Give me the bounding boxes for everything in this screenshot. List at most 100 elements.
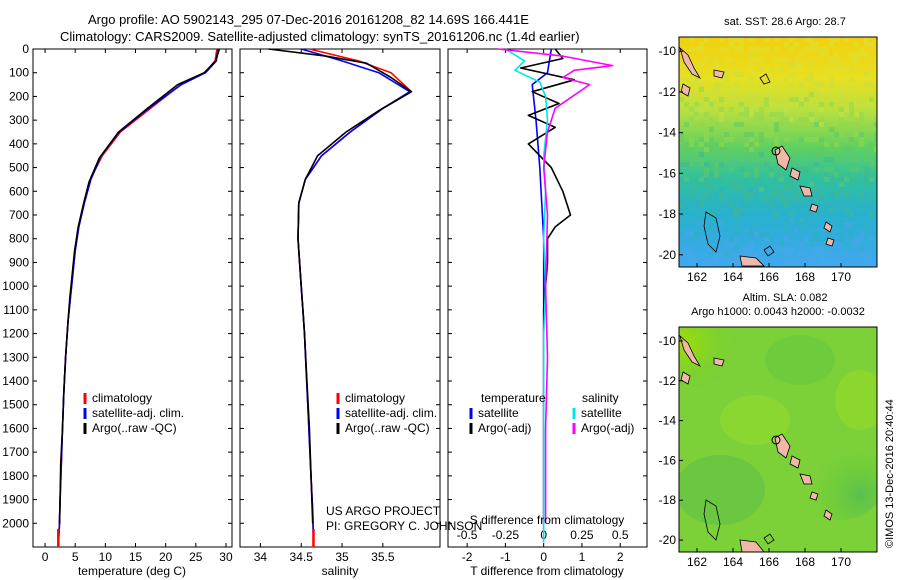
sst-pixel (779, 112, 784, 117)
sst-pixel (854, 177, 859, 182)
series-line-climatology (57, 48, 218, 543)
sst-pixel (719, 147, 724, 152)
sst-pixel (799, 252, 804, 257)
sst-pixel (794, 152, 799, 157)
y-tick-label: 700 (9, 208, 29, 222)
sst-pixel (814, 217, 819, 222)
sst-pixel (829, 37, 834, 42)
sst-pixel (859, 47, 864, 52)
map-y-tick-label: -20 (659, 248, 677, 262)
sst-pixel (849, 222, 854, 227)
island-shape (774, 433, 791, 459)
sst-pixel (869, 102, 874, 107)
sst-pixel (709, 127, 714, 132)
sst-pixel (689, 82, 694, 87)
sst-pixel (689, 252, 694, 257)
sst-pixel (749, 192, 754, 197)
sst-pixel (679, 77, 684, 82)
sst-pixel (809, 77, 814, 82)
sst-pixel (859, 52, 864, 57)
sst-pixel (764, 102, 769, 107)
sst-pixel (809, 212, 814, 217)
sst-pixel (864, 252, 869, 257)
sst-pixel (694, 77, 699, 82)
salinity-xlabel: salinity (322, 564, 359, 578)
sst-pixel (799, 217, 804, 222)
sst-pixel (734, 187, 739, 192)
legend-label-argo: Argo(..raw -QC) (345, 421, 430, 435)
sst-pixel (754, 72, 759, 77)
sst-pixel (709, 172, 714, 177)
sst-pixel (779, 67, 784, 72)
sst-pixel (774, 222, 779, 227)
sst-pixel (779, 57, 784, 62)
sst-pixel (789, 117, 794, 122)
sst-pixel (834, 132, 839, 137)
sst-pixel (684, 252, 689, 257)
island-shape (680, 83, 691, 97)
sst-pixel (699, 82, 704, 87)
sst-pixel (829, 202, 834, 207)
sst-pixel (724, 242, 729, 247)
sst-pixel (769, 77, 774, 82)
sst-pixel (744, 77, 749, 82)
sst-pixel (844, 192, 849, 197)
sst-pixel (764, 132, 769, 137)
sst-pixel (699, 157, 704, 162)
sst-pixel (799, 182, 804, 187)
float-position-marker (771, 146, 781, 156)
island-shape (713, 357, 725, 367)
sst-map-axes: 162 164 166 168 170 -10 -12 -14 -16 -18 -20 (659, 44, 852, 284)
sst-pixel (719, 37, 724, 42)
sst-pixel (714, 192, 719, 197)
sst-pixel (834, 67, 839, 72)
map-y-tick-label: -12 (659, 85, 677, 99)
sst-pixel (794, 197, 799, 202)
sst-pixel (819, 147, 824, 152)
legend-title-salinity: salinity (582, 391, 619, 405)
sst-pixel (759, 137, 764, 142)
sst-pixel (754, 232, 759, 237)
sst-pixel (849, 102, 854, 107)
sst-pixel (854, 157, 859, 162)
sst-pixel (729, 57, 734, 62)
legend-label-t-argo: Argo(-adj) (478, 421, 531, 435)
sst-pixel (864, 157, 869, 162)
sst-pixel (784, 137, 789, 142)
sst-pixel (724, 147, 729, 152)
sst-pixel (829, 192, 834, 197)
sst-pixel (769, 217, 774, 222)
sst-pixel (819, 197, 824, 202)
sla-map-frame (678, 326, 878, 553)
sst-pixel (734, 207, 739, 212)
y-tick-label: 800 (9, 232, 29, 246)
sst-pixel (709, 227, 714, 232)
sst-pixel (794, 127, 799, 132)
sst-pixel (864, 37, 869, 42)
sst-pixel (794, 42, 799, 47)
sst-pixel (774, 127, 779, 132)
sst-pixel (769, 72, 774, 77)
sst-pixel (719, 112, 724, 117)
sst-pixel (749, 52, 754, 57)
sst-pixel (709, 252, 714, 257)
sst-pixel (804, 207, 809, 212)
sst-pixel (749, 242, 754, 247)
sst-pixel (739, 202, 744, 207)
sla-map-field (679, 327, 877, 552)
sst-pixel (864, 52, 869, 57)
sla-map-title: Altim. SLA: 0.082 (743, 292, 828, 304)
sst-pixel (699, 202, 704, 207)
sst-pixel (849, 67, 854, 72)
y-tick-label: 2000 (2, 516, 29, 530)
sst-pixel (859, 112, 864, 117)
sst-pixel (794, 222, 799, 227)
sst-pixel (694, 157, 699, 162)
sst-pixel (764, 97, 769, 102)
sst-pixel (839, 97, 844, 102)
sst-pixel (774, 112, 779, 117)
sst-pixel (809, 42, 814, 47)
island-shape (713, 69, 725, 79)
sst-pixel (814, 252, 819, 257)
sst-pixel (754, 112, 759, 117)
